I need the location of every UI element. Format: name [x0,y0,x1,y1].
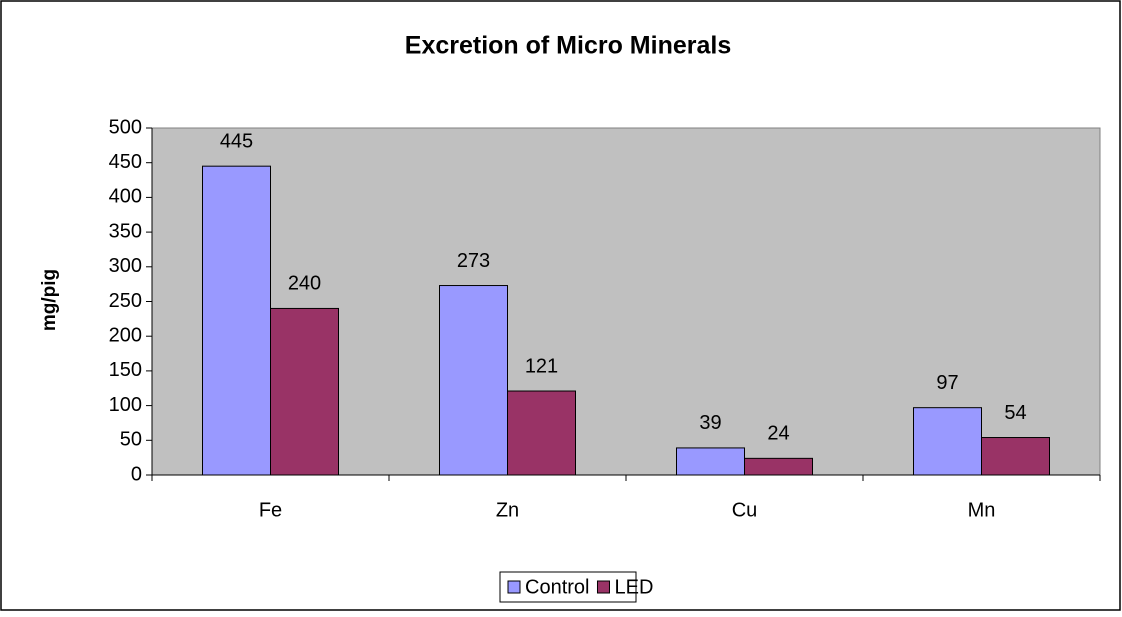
data-label: 54 [1004,402,1026,424]
y-tick-label: 50 [120,429,142,451]
bar [981,437,1050,476]
x-tick-label: Mn [968,499,996,521]
y-tick-label: 250 [109,290,142,312]
y-tick-label: 150 [109,359,142,381]
x-tick-label: Cu [732,499,758,521]
bar [676,447,745,476]
legend-label: LED [614,576,653,598]
x-tick-label: Fe [259,499,282,521]
data-label: 121 [525,355,558,377]
y-tick-label: 450 [109,151,142,173]
x-tick-label: Zn [496,499,519,521]
data-label: 97 [936,372,958,394]
legend-swatch [507,580,521,594]
bar [439,285,508,476]
data-label: 240 [288,273,321,295]
data-label: 39 [699,412,721,434]
y-tick-label: 0 [131,463,142,485]
y-axis-label: mg/pig [39,269,60,331]
data-label: 273 [457,250,490,272]
legend-box [499,571,637,603]
data-label: 445 [220,130,253,152]
bar [507,390,576,476]
y-tick-label: 100 [109,394,142,416]
data-label: 24 [767,423,789,445]
y-tick-label: 300 [109,255,142,277]
legend-label: Control [525,576,589,598]
y-tick-label: 200 [109,324,142,346]
bar [744,457,813,476]
legend-swatch [596,580,610,594]
bar [270,307,339,476]
y-tick-label: 350 [109,220,142,242]
y-tick-label: 400 [109,186,142,208]
y-tick-label: 500 [109,116,142,138]
bar [913,407,982,476]
bar [202,165,271,476]
chart-title: Excretion of Micro Minerals [405,32,731,60]
